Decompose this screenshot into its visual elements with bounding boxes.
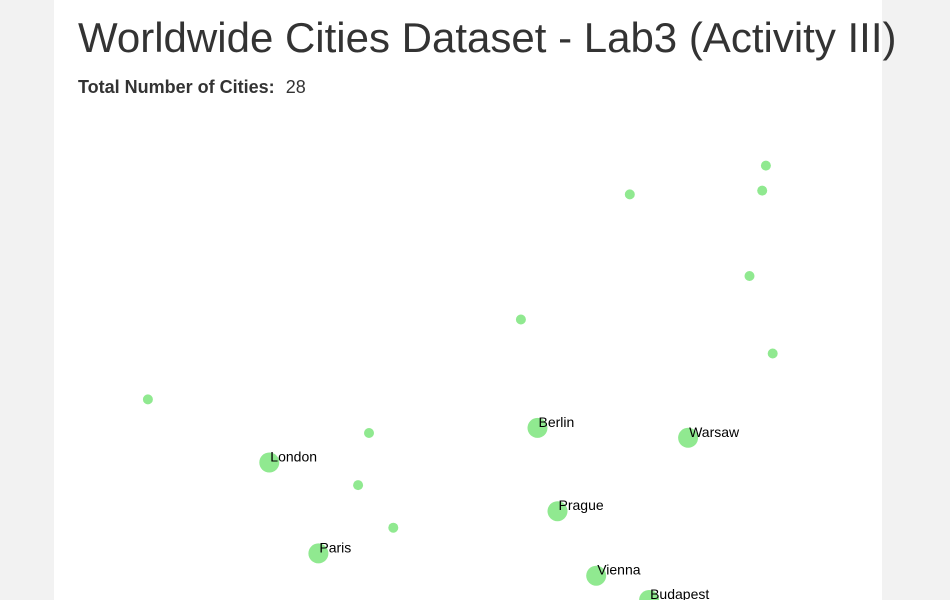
page-container: London Paris Berlin Warsaw Prague Vienna Budap… (54, 0, 897, 600)
city-marker-vienna (586, 565, 607, 586)
city-label-prague: Prague (559, 497, 604, 513)
city-marker-budapest (639, 590, 660, 600)
city-marker-warsaw (678, 427, 699, 448)
city-marker-prague (547, 501, 568, 522)
city-marker-4 (515, 314, 526, 325)
city-marker-9 (760, 160, 771, 171)
city-label-paris: Paris (319, 539, 351, 555)
city-label-warsaw: Warsaw (689, 424, 740, 440)
city-marker-paris (308, 543, 329, 564)
city-map: London Paris Berlin Warsaw Prague Vienna Budap… (142, 160, 778, 600)
city-marker-berlin (527, 417, 548, 438)
city-marker-1 (364, 428, 374, 438)
page-title: Worldwide Cities Dataset - Lab3 (Activit… (78, 14, 897, 61)
city-count-value: 28 (285, 77, 306, 97)
city-label-berlin: Berlin (539, 414, 575, 430)
city-marker-2 (353, 480, 364, 491)
city-label-vienna: Vienna (597, 562, 641, 578)
city-label-london: London (270, 449, 317, 465)
city-marker-5 (624, 189, 635, 200)
city-count-label: Total Number of Cities: (78, 77, 275, 97)
city-marker-8 (767, 348, 778, 359)
city-marker-3 (388, 522, 399, 533)
city-label-budapest: Budapest (650, 586, 709, 600)
city-marker-london (259, 452, 280, 473)
city-marker-0 (142, 394, 153, 405)
city-marker-6 (744, 271, 755, 281)
city-count: Total Number of Cities: 28 (78, 77, 306, 98)
city-marker-7 (757, 185, 768, 196)
